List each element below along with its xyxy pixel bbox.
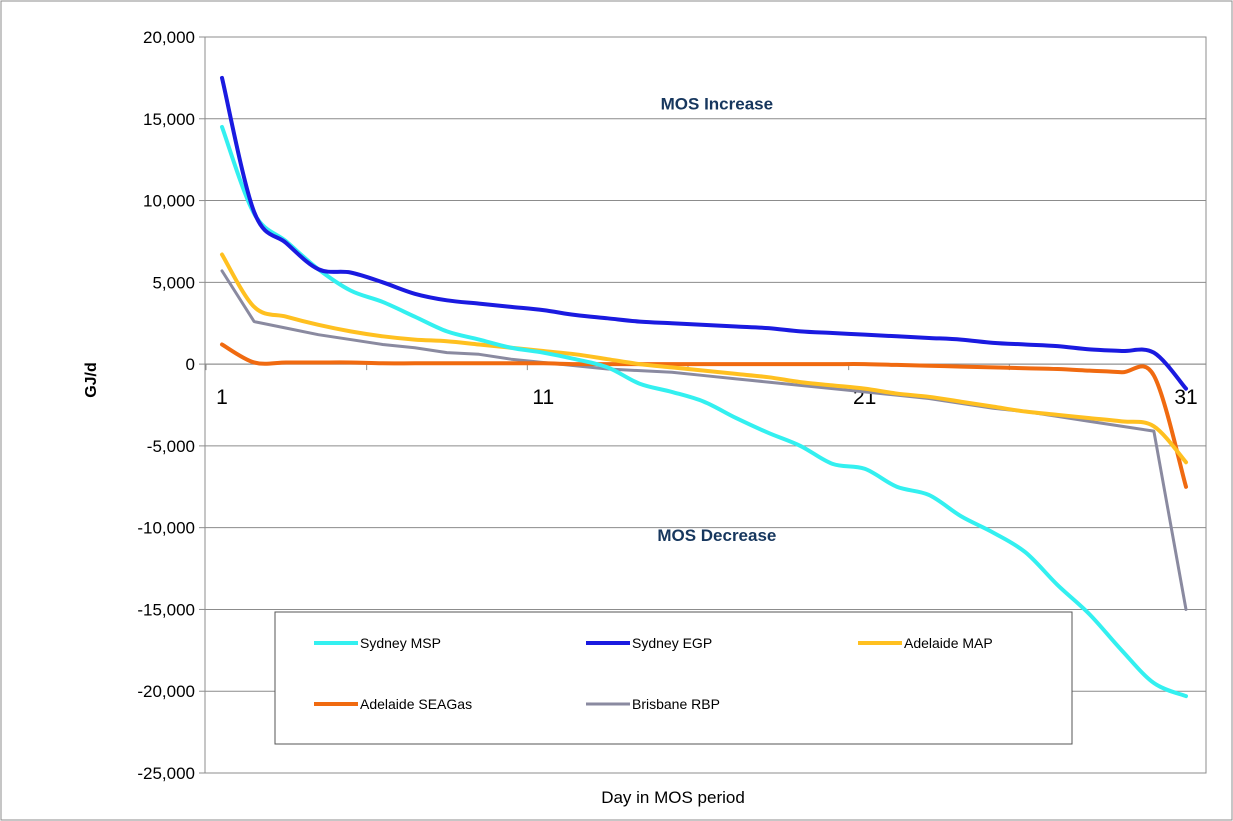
legend-label-brisbane-rbp: Brisbane RBP	[632, 696, 720, 712]
series-line-sydney-msp	[220, 124, 1188, 699]
series-line-sydney-egp	[220, 75, 1188, 391]
x-tick-label: 11	[532, 386, 554, 409]
y-tick-label: 20,000	[143, 28, 195, 47]
y-tick-label: 0	[186, 355, 195, 374]
legend-label-adelaide-seagas: Adelaide SEAGas	[360, 696, 472, 712]
y-tick-label: 5,000	[152, 273, 195, 292]
y-tick-label: -10,000	[137, 519, 195, 538]
series-line-adelaide-map	[220, 252, 1188, 465]
x-axis-label: Day in MOS period	[601, 788, 745, 807]
annotations: MOS Increase MOS Decrease	[657, 94, 776, 545]
y-tick-label: 15,000	[143, 110, 195, 129]
x-tick-label: 1	[216, 386, 228, 409]
legend-label-sydney-egp: Sydney EGP	[632, 635, 712, 651]
axes: 20,000 15,000 10,000 5,000 0 -5,000 -10,000 -15…	[137, 28, 1206, 783]
legend-label-sydney-msp: Sydney MSP	[360, 635, 441, 651]
legend: Sydney MSP Sydney EGP Adelaide MAP Adelaide…	[274, 611, 1073, 745]
legend-box	[274, 611, 1073, 745]
legend-label-adelaide-map: Adelaide MAP	[904, 635, 993, 651]
series-lines	[220, 75, 1188, 699]
y-tick-label: -5,000	[147, 437, 195, 456]
annotation-mos-increase: MOS Increase	[661, 94, 773, 113]
y-tick-label: -15,000	[137, 600, 195, 619]
y-tick-label: -20,000	[137, 682, 195, 701]
y-tick-label: 10,000	[143, 192, 195, 211]
series-line-adelaide-seagas	[220, 342, 1188, 489]
annotation-mos-decrease: MOS Decrease	[657, 526, 776, 545]
x-tick-label: 31	[1174, 386, 1197, 409]
y-tick-label: -25,000	[137, 764, 195, 783]
y-axis-label: GJ/d	[83, 362, 100, 398]
